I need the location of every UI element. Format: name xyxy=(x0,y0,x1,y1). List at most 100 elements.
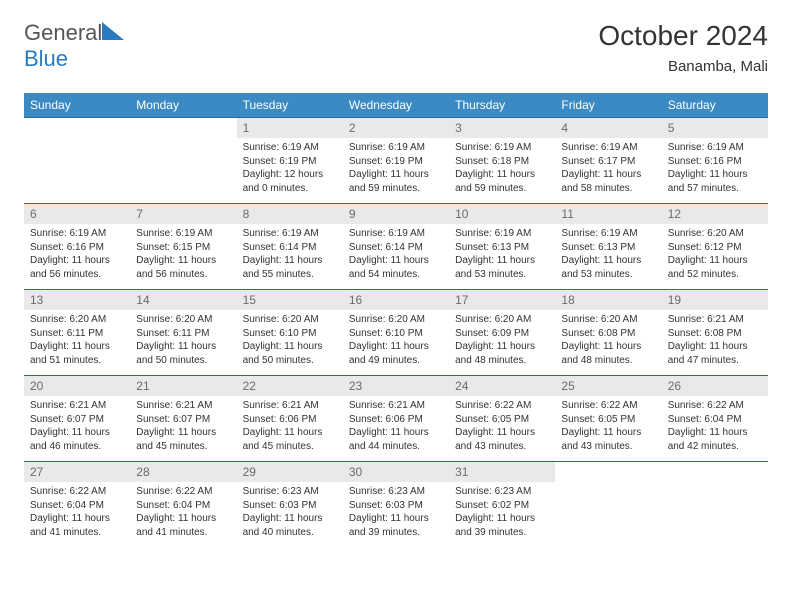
day-cell: 19Sunrise: 6:21 AMSunset: 6:08 PMDayligh… xyxy=(662,290,768,376)
day-line-ss: Sunset: 6:15 PM xyxy=(136,241,230,255)
day-line-dl: Daylight: 11 hours and 46 minutes. xyxy=(30,426,124,453)
day-cell: 29Sunrise: 6:23 AMSunset: 6:03 PMDayligh… xyxy=(237,462,343,548)
day-line-dl: Daylight: 11 hours and 39 minutes. xyxy=(455,512,549,539)
day-content: Sunrise: 6:19 AMSunset: 6:16 PMDaylight:… xyxy=(24,224,130,285)
day-line-dl: Daylight: 11 hours and 57 minutes. xyxy=(668,168,762,195)
day-line-sr: Sunrise: 6:21 AM xyxy=(349,399,443,413)
day-line-dl: Daylight: 11 hours and 48 minutes. xyxy=(561,340,655,367)
day-line-sr: Sunrise: 6:23 AM xyxy=(349,485,443,499)
day-cell: 25Sunrise: 6:22 AMSunset: 6:05 PMDayligh… xyxy=(555,376,661,462)
calendar-table: SundayMondayTuesdayWednesdayThursdayFrid… xyxy=(24,93,768,548)
day-content: Sunrise: 6:22 AMSunset: 6:04 PMDaylight:… xyxy=(662,396,768,457)
logo-text: General Blue xyxy=(24,20,124,72)
day-number: 28 xyxy=(130,462,236,482)
day-line-dl: Daylight: 11 hours and 42 minutes. xyxy=(668,426,762,453)
day-content: Sunrise: 6:19 AMSunset: 6:16 PMDaylight:… xyxy=(662,138,768,199)
day-line-dl: Daylight: 12 hours and 0 minutes. xyxy=(243,168,337,195)
day-number: 4 xyxy=(555,118,661,138)
day-cell: 30Sunrise: 6:23 AMSunset: 6:03 PMDayligh… xyxy=(343,462,449,548)
week-row: 20Sunrise: 6:21 AMSunset: 6:07 PMDayligh… xyxy=(24,376,768,462)
day-cell: 3Sunrise: 6:19 AMSunset: 6:18 PMDaylight… xyxy=(449,118,555,204)
day-line-ss: Sunset: 6:17 PM xyxy=(561,155,655,169)
day-content: Sunrise: 6:19 AMSunset: 6:13 PMDaylight:… xyxy=(555,224,661,285)
day-content: Sunrise: 6:23 AMSunset: 6:03 PMDaylight:… xyxy=(343,482,449,543)
day-cell: 6Sunrise: 6:19 AMSunset: 6:16 PMDaylight… xyxy=(24,204,130,290)
day-cell: 24Sunrise: 6:22 AMSunset: 6:05 PMDayligh… xyxy=(449,376,555,462)
title-block: October 2024 Banamba, Mali xyxy=(598,20,768,75)
day-content: Sunrise: 6:19 AMSunset: 6:18 PMDaylight:… xyxy=(449,138,555,199)
day-line-sr: Sunrise: 6:19 AM xyxy=(349,141,443,155)
day-content: Sunrise: 6:21 AMSunset: 6:06 PMDaylight:… xyxy=(343,396,449,457)
day-line-ss: Sunset: 6:19 PM xyxy=(243,155,337,169)
day-line-ss: Sunset: 6:03 PM xyxy=(243,499,337,513)
day-line-dl: Daylight: 11 hours and 39 minutes. xyxy=(349,512,443,539)
day-cell: 22Sunrise: 6:21 AMSunset: 6:06 PMDayligh… xyxy=(237,376,343,462)
day-line-dl: Daylight: 11 hours and 40 minutes. xyxy=(243,512,337,539)
day-line-sr: Sunrise: 6:20 AM xyxy=(668,227,762,241)
day-line-sr: Sunrise: 6:19 AM xyxy=(243,141,337,155)
week-row: ..1Sunrise: 6:19 AMSunset: 6:19 PMDaylig… xyxy=(24,118,768,204)
day-content: Sunrise: 6:19 AMSunset: 6:19 PMDaylight:… xyxy=(237,138,343,199)
day-line-sr: Sunrise: 6:20 AM xyxy=(243,313,337,327)
day-number: 21 xyxy=(130,376,236,396)
day-content: Sunrise: 6:19 AMSunset: 6:19 PMDaylight:… xyxy=(343,138,449,199)
day-number: 10 xyxy=(449,204,555,224)
day-number: 16 xyxy=(343,290,449,310)
day-cell: 11Sunrise: 6:19 AMSunset: 6:13 PMDayligh… xyxy=(555,204,661,290)
day-number: 2 xyxy=(343,118,449,138)
day-line-dl: Daylight: 11 hours and 49 minutes. xyxy=(349,340,443,367)
day-number: 24 xyxy=(449,376,555,396)
day-cell: 10Sunrise: 6:19 AMSunset: 6:13 PMDayligh… xyxy=(449,204,555,290)
day-content: Sunrise: 6:19 AMSunset: 6:17 PMDaylight:… xyxy=(555,138,661,199)
week-row: 27Sunrise: 6:22 AMSunset: 6:04 PMDayligh… xyxy=(24,462,768,548)
day-line-sr: Sunrise: 6:19 AM xyxy=(668,141,762,155)
day-line-sr: Sunrise: 6:20 AM xyxy=(30,313,124,327)
day-line-ss: Sunset: 6:13 PM xyxy=(455,241,549,255)
day-number: 22 xyxy=(237,376,343,396)
day-number: 27 xyxy=(24,462,130,482)
day-number: 31 xyxy=(449,462,555,482)
location: Banamba, Mali xyxy=(598,58,768,75)
day-line-dl: Daylight: 11 hours and 59 minutes. xyxy=(349,168,443,195)
day-number: 23 xyxy=(343,376,449,396)
day-number: 5 xyxy=(662,118,768,138)
day-line-ss: Sunset: 6:18 PM xyxy=(455,155,549,169)
week-row: 6Sunrise: 6:19 AMSunset: 6:16 PMDaylight… xyxy=(24,204,768,290)
day-line-sr: Sunrise: 6:21 AM xyxy=(30,399,124,413)
day-line-sr: Sunrise: 6:23 AM xyxy=(243,485,337,499)
day-line-sr: Sunrise: 6:21 AM xyxy=(136,399,230,413)
day-line-ss: Sunset: 6:04 PM xyxy=(30,499,124,513)
day-line-dl: Daylight: 11 hours and 56 minutes. xyxy=(136,254,230,281)
day-line-sr: Sunrise: 6:19 AM xyxy=(136,227,230,241)
month-title: October 2024 xyxy=(598,20,768,52)
logo-word-a: General xyxy=(24,20,102,45)
day-line-ss: Sunset: 6:12 PM xyxy=(668,241,762,255)
day-line-sr: Sunrise: 6:22 AM xyxy=(30,485,124,499)
day-line-dl: Daylight: 11 hours and 51 minutes. xyxy=(30,340,124,367)
day-line-sr: Sunrise: 6:22 AM xyxy=(455,399,549,413)
day-line-ss: Sunset: 6:14 PM xyxy=(243,241,337,255)
day-cell: 13Sunrise: 6:20 AMSunset: 6:11 PMDayligh… xyxy=(24,290,130,376)
day-cell: 20Sunrise: 6:21 AMSunset: 6:07 PMDayligh… xyxy=(24,376,130,462)
day-line-sr: Sunrise: 6:21 AM xyxy=(668,313,762,327)
day-line-ss: Sunset: 6:10 PM xyxy=(243,327,337,341)
day-line-ss: Sunset: 6:02 PM xyxy=(455,499,549,513)
day-line-ss: Sunset: 6:06 PM xyxy=(349,413,443,427)
day-line-sr: Sunrise: 6:23 AM xyxy=(455,485,549,499)
day-line-sr: Sunrise: 6:19 AM xyxy=(30,227,124,241)
day-cell: 4Sunrise: 6:19 AMSunset: 6:17 PMDaylight… xyxy=(555,118,661,204)
day-cell: 28Sunrise: 6:22 AMSunset: 6:04 PMDayligh… xyxy=(130,462,236,548)
day-cell: 18Sunrise: 6:20 AMSunset: 6:08 PMDayligh… xyxy=(555,290,661,376)
day-content: Sunrise: 6:19 AMSunset: 6:14 PMDaylight:… xyxy=(343,224,449,285)
day-line-ss: Sunset: 6:16 PM xyxy=(30,241,124,255)
day-header: Monday xyxy=(130,93,236,118)
day-line-sr: Sunrise: 6:19 AM xyxy=(349,227,443,241)
day-line-dl: Daylight: 11 hours and 48 minutes. xyxy=(455,340,549,367)
day-line-sr: Sunrise: 6:20 AM xyxy=(349,313,443,327)
day-content: Sunrise: 6:21 AMSunset: 6:07 PMDaylight:… xyxy=(24,396,130,457)
day-number: 1 xyxy=(237,118,343,138)
day-content: Sunrise: 6:22 AMSunset: 6:04 PMDaylight:… xyxy=(130,482,236,543)
day-number: 11 xyxy=(555,204,661,224)
day-cell: 16Sunrise: 6:20 AMSunset: 6:10 PMDayligh… xyxy=(343,290,449,376)
day-number: 17 xyxy=(449,290,555,310)
